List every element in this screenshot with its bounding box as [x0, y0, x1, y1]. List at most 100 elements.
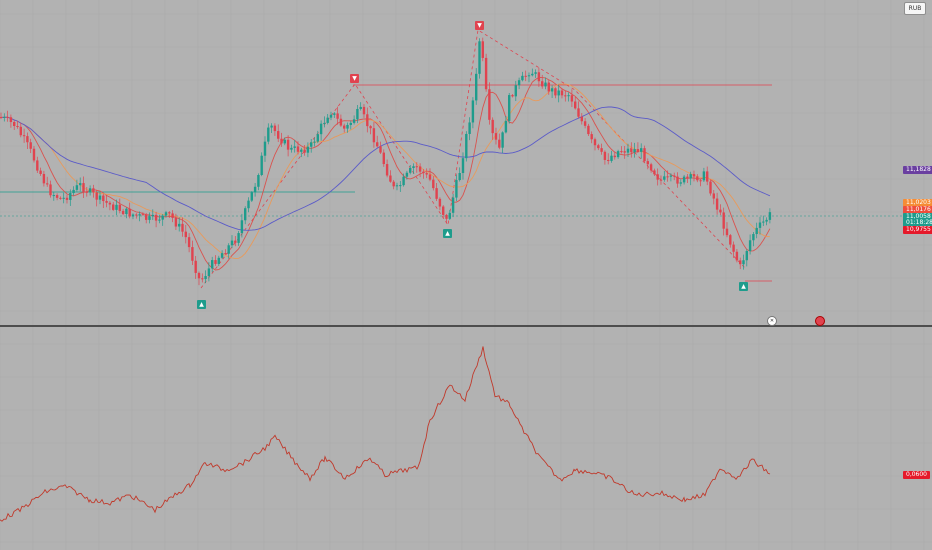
- candle-body: [39, 170, 42, 174]
- candle-body: [600, 148, 603, 152]
- flag-low-2[interactable]: ▲: [443, 229, 452, 238]
- candle-body: [359, 106, 362, 109]
- ma-slow-line: [0, 106, 771, 231]
- candle-body: [267, 127, 270, 142]
- candle-body: [481, 41, 484, 58]
- candle-body: [597, 145, 600, 149]
- candle-body: [148, 216, 151, 220]
- candle-body: [448, 212, 451, 219]
- candle-body: [62, 197, 65, 199]
- candle-body: [653, 170, 656, 175]
- flag-low-1[interactable]: ▲: [197, 300, 206, 309]
- candle-body: [310, 142, 313, 147]
- candle-body: [633, 149, 636, 153]
- candle-body: [128, 208, 131, 217]
- candle-body: [663, 176, 666, 180]
- zigzag-pattern: [200, 29, 746, 289]
- candle-body: [273, 125, 277, 132]
- candle-body: [616, 151, 620, 158]
- candle-body: [191, 247, 194, 261]
- candle-body: [105, 201, 108, 203]
- candle-body: [244, 208, 247, 221]
- candle-body: [745, 251, 748, 261]
- candle-body: [138, 214, 141, 216]
- candle-body: [709, 181, 712, 194]
- candle-body: [201, 278, 204, 280]
- candle-body: [564, 95, 567, 97]
- candle-body: [583, 121, 587, 126]
- candle-body: [69, 193, 72, 200]
- candle-body: [765, 219, 768, 222]
- candle-body: [603, 151, 607, 160]
- currency-button[interactable]: RUB: [904, 2, 926, 15]
- candle-body: [699, 180, 702, 182]
- candle-body: [646, 161, 649, 165]
- candle-body: [145, 214, 148, 220]
- candle-body: [131, 214, 135, 217]
- candle-body: [250, 192, 253, 201]
- candle-body: [623, 151, 626, 153]
- countdown-label: 01:18:28: [903, 219, 932, 227]
- oscillator-pane: [0, 346, 771, 522]
- candle-body: [85, 191, 88, 193]
- flag-icon: ▼: [352, 75, 357, 82]
- candle-body: [607, 159, 610, 161]
- candle-body: [336, 113, 339, 119]
- candle-body: [491, 119, 494, 134]
- candle-body: [643, 148, 646, 162]
- candle-body: [458, 173, 461, 181]
- candle-body: [168, 212, 171, 214]
- candle-body: [22, 135, 26, 137]
- flag-low-3[interactable]: ▲: [739, 282, 748, 291]
- candle-body: [333, 113, 336, 115]
- candle-body: [719, 209, 722, 213]
- candle-body: [432, 179, 435, 189]
- candle-body: [748, 240, 752, 252]
- candle-body: [574, 101, 577, 109]
- candle-body: [82, 183, 85, 192]
- candle-body: [112, 204, 115, 210]
- candle-body: [494, 133, 498, 140]
- candle-body: [362, 106, 366, 115]
- pane-settings-icon[interactable]: ✕: [767, 316, 777, 326]
- candle-body: [227, 245, 230, 254]
- candle-body: [257, 175, 260, 187]
- flag-high-1[interactable]: ▼: [350, 74, 359, 83]
- candle-body: [32, 148, 36, 161]
- price-label-2: 11,0176: [903, 206, 932, 214]
- candle-body: [26, 136, 29, 143]
- candle-body: [557, 90, 560, 96]
- candle-body: [108, 202, 112, 205]
- candle-body: [758, 222, 762, 228]
- candle-body: [524, 75, 527, 77]
- candle-body: [55, 195, 59, 198]
- candle-body: [339, 118, 343, 126]
- candle-body: [102, 195, 105, 202]
- candle-body: [0, 117, 3, 118]
- candle-body: [214, 260, 217, 264]
- candle-body: [382, 152, 385, 165]
- candle-body: [247, 200, 250, 209]
- candle-body: [768, 212, 772, 220]
- pane-divider[interactable]: [0, 325, 932, 327]
- candle-body: [237, 233, 240, 243]
- candle-body: [204, 276, 207, 280]
- record-icon[interactable]: [815, 316, 825, 326]
- candle-body: [240, 220, 244, 234]
- candle-body: [577, 108, 580, 117]
- candle-body: [484, 57, 488, 90]
- candle-body: [673, 175, 676, 177]
- flag-high-2[interactable]: ▼: [475, 21, 484, 30]
- candle-body: [151, 214, 154, 217]
- candle-body: [504, 120, 508, 133]
- candle-body: [702, 171, 706, 181]
- candle-body: [72, 189, 75, 194]
- candle-body: [610, 155, 613, 161]
- candle-body: [735, 251, 739, 261]
- candle-body: [676, 176, 679, 184]
- candle-body: [636, 149, 640, 152]
- ma-price-label: 11,1828: [903, 166, 932, 174]
- candle-body: [263, 141, 267, 156]
